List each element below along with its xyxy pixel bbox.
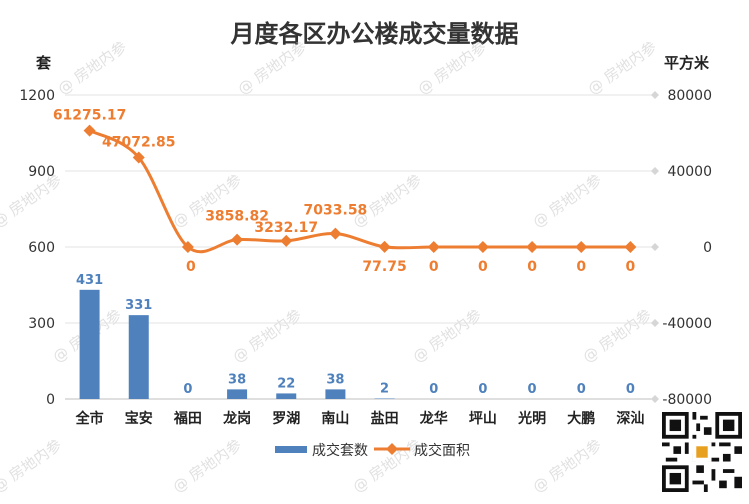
line-data-label: 3232.17 <box>254 220 318 236</box>
line-data-label: 77.75 <box>362 259 406 275</box>
y-right-tick-marker <box>651 319 659 327</box>
watermark-text: @ 房地内参 <box>584 38 660 99</box>
y-right-tick-label: -80000 <box>662 392 712 408</box>
bar <box>227 389 248 399</box>
line-data-label: 0 <box>186 259 196 275</box>
bar-data-label: 22 <box>277 376 295 391</box>
y-right-tick-label: 40000 <box>667 164 712 180</box>
y-left-tick-label: 1200 <box>19 88 55 104</box>
x-tick-label: 大鹏 <box>567 410 595 427</box>
y-right-tick-marker <box>651 243 659 251</box>
watermark-text: @ 房地内参 <box>414 38 490 99</box>
x-tick-label: 福田 <box>173 410 202 427</box>
watermark-text: @ 房地内参 <box>229 306 305 367</box>
x-tick-label: 龙华 <box>419 410 448 427</box>
y-right-tick-label: 80000 <box>667 88 712 104</box>
legend-line-label: 成交面积 <box>414 442 470 459</box>
x-tick-label: 光明 <box>517 410 546 427</box>
bar-data-label: 431 <box>76 273 103 288</box>
legend-line-marker <box>386 443 398 455</box>
bar <box>325 389 346 399</box>
x-tick-label: 宝安 <box>125 410 153 427</box>
x-tick-label: 龙岗 <box>222 410 251 427</box>
bar-data-label: 38 <box>228 372 246 387</box>
line-data-label: 0 <box>429 259 439 275</box>
bar <box>374 398 395 399</box>
line-point <box>378 240 391 253</box>
chart-title: 月度各区办公楼成交量数据 <box>230 20 519 48</box>
bar-data-label: 0 <box>478 382 487 397</box>
line-point <box>476 241 489 253</box>
line-data-label: 0 <box>478 259 488 275</box>
y-right-tick-label: -40000 <box>662 316 712 332</box>
bar-data-label: 0 <box>429 382 438 397</box>
bar-data-label: 0 <box>626 382 635 397</box>
x-tick-label: 罗湖 <box>272 411 300 427</box>
watermark-text: @ 房地内参 <box>234 38 310 99</box>
y-right-tick-label: 0 <box>703 240 712 256</box>
line-point <box>575 241 588 253</box>
watermark-text: @ 房地内参 <box>529 171 605 232</box>
y-left-tick-label: 900 <box>28 164 55 180</box>
line-data-label: 61275.17 <box>53 108 127 124</box>
line-data-label: 0 <box>527 259 537 275</box>
line-point <box>526 241 539 253</box>
line-data-label: 47072.85 <box>102 135 176 151</box>
watermark-text: @ 房地内参 <box>169 436 245 497</box>
watermark-text: @ 房地内参 <box>349 171 425 232</box>
line-point <box>427 241 440 253</box>
bar <box>276 393 297 399</box>
line-data-label: 7033.58 <box>304 203 368 219</box>
watermark-text: @ 房地内参 <box>579 306 655 367</box>
legend-bar-label: 成交套数 <box>312 442 368 459</box>
line-point <box>181 241 194 253</box>
x-tick-label: 坪山 <box>469 411 497 427</box>
legend-bar-swatch <box>275 446 307 453</box>
line-point <box>624 241 637 253</box>
line-point <box>132 151 145 164</box>
y-left-tick-label: 300 <box>28 316 55 332</box>
watermark-text: @ 房地内参 <box>529 436 605 497</box>
y-right-tick-marker <box>651 167 659 175</box>
x-tick-label: 全市 <box>75 410 104 427</box>
bar-data-label: 2 <box>380 381 389 396</box>
left-axis-unit: 套 <box>36 54 52 72</box>
y-left-tick-label: 600 <box>28 240 55 256</box>
x-tick-label: 盐田 <box>371 410 399 427</box>
y-right-tick-marker <box>651 91 659 99</box>
line-point <box>83 124 96 137</box>
x-tick-label: 深汕 <box>616 410 644 427</box>
bar-data-label: 38 <box>326 372 344 387</box>
watermark-text: @ 房地内参 <box>0 436 65 497</box>
bar <box>128 315 149 399</box>
right-axis-unit: 平方米 <box>664 54 710 72</box>
watermark-text: @ 房地内参 <box>409 306 485 367</box>
y-right-tick-marker <box>651 395 659 403</box>
line-data-label: 0 <box>576 259 586 275</box>
line-data-label: 3858.82 <box>205 209 269 225</box>
line-point <box>280 234 293 247</box>
bar-data-label: 0 <box>577 382 586 397</box>
bar-data-label: 0 <box>528 382 537 397</box>
bar-data-label: 331 <box>125 298 152 313</box>
bar <box>79 289 100 399</box>
bar-data-label: 0 <box>183 382 192 397</box>
x-tick-label: 南山 <box>321 410 349 427</box>
line-data-label: 0 <box>626 259 636 275</box>
line-point <box>231 233 244 246</box>
watermark-text: @ 房地内参 <box>54 38 130 99</box>
qr-code-icon <box>662 412 742 492</box>
line-point <box>329 227 342 240</box>
y-left-tick-label: 0 <box>46 392 55 408</box>
